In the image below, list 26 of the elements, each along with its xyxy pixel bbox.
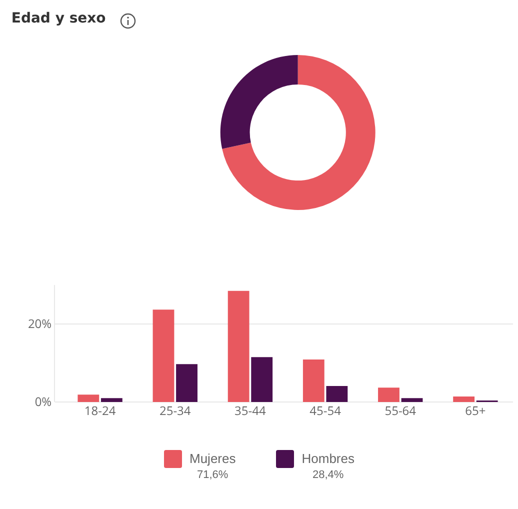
bar: [78, 394, 100, 402]
bar: [302, 359, 324, 402]
bar: [453, 396, 475, 402]
chart-title: Edad y sexo: [11, 10, 106, 26]
bar: [378, 388, 400, 402]
x-tick-label: 65+: [465, 402, 486, 419]
bar: [100, 398, 122, 402]
x-tick-label: 45-54: [310, 402, 342, 419]
x-tick-label: 35-44: [234, 402, 266, 419]
x-tick-label: 25-34: [159, 402, 191, 419]
bar: [326, 386, 348, 402]
bar: [401, 398, 423, 402]
x-tick-label: 55-64: [384, 402, 416, 419]
donut-slice: [222, 55, 376, 210]
x-tick-label: 18-24: [84, 402, 116, 419]
y-tick-label: 0%: [34, 393, 52, 410]
legend-label: Mujeres: [190, 450, 236, 467]
bar: [176, 364, 198, 402]
y-tick-label: 20%: [28, 315, 52, 332]
bar: [152, 310, 174, 402]
legend-label: Hombres: [302, 450, 354, 467]
bar: [251, 357, 273, 402]
bar: [228, 290, 250, 402]
data-label: 28,4%: [312, 468, 345, 483]
donut-slice: [220, 55, 298, 149]
data-label: 71,6%: [196, 468, 230, 483]
